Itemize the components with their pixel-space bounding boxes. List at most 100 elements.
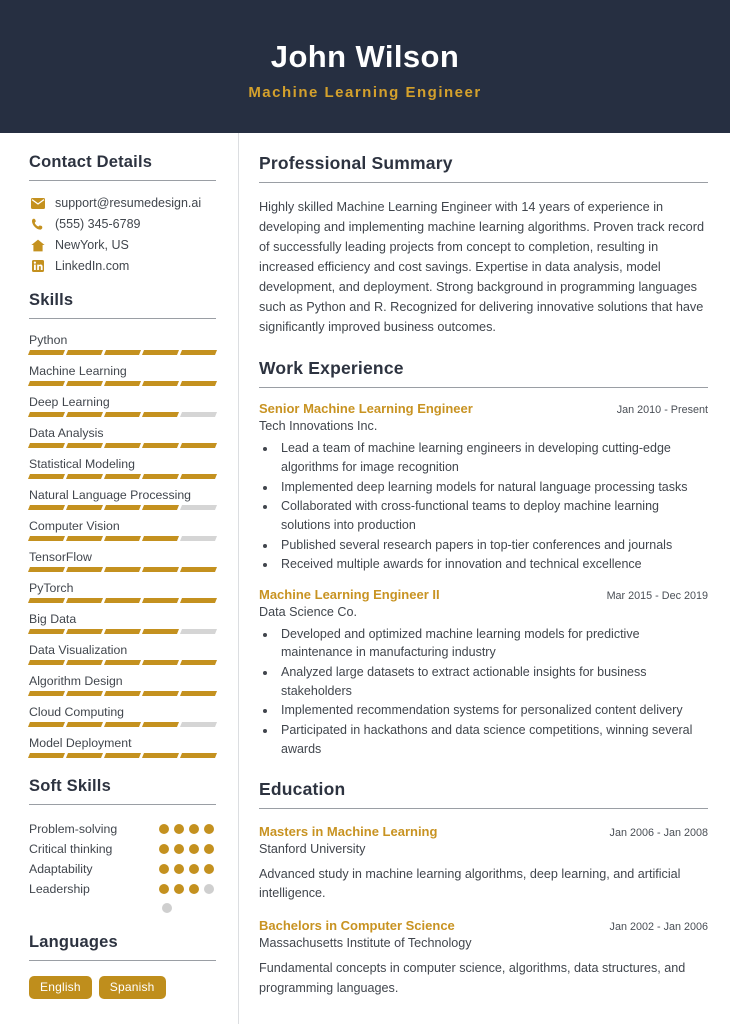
- bullet-item: Collaborated with cross-functional teams…: [277, 497, 708, 534]
- skill-level-bar: [27, 598, 218, 603]
- entry-bullets: Lead a team of machine learning engineer…: [277, 439, 708, 573]
- soft-skill-dots: [159, 864, 214, 874]
- soft-skill-label: Leadership: [29, 882, 90, 896]
- skill-bar-segment: [65, 412, 104, 417]
- skill-bar-segment: [141, 350, 180, 355]
- education-rule: [259, 808, 708, 810]
- skill-name: Algorithm Design: [29, 674, 123, 688]
- languages-heading: Languages: [29, 933, 118, 951]
- entry-organization: Data Science Co.: [259, 604, 358, 619]
- skill-bar-segment: [27, 412, 66, 417]
- skill-bar-segment: [103, 753, 142, 758]
- skill-bar-segment: [65, 474, 104, 479]
- education-entry: Bachelors in Computer Science Jan 2002 - …: [259, 918, 708, 997]
- rating-dot: [189, 864, 199, 874]
- skill-row: Cloud Computing: [27, 701, 218, 727]
- rating-dot: [174, 824, 184, 834]
- soft-skill-label: Adaptability: [29, 862, 93, 876]
- skill-bar-segment: [141, 629, 180, 634]
- contact-section: Contact Details support@resumedesign.ai (…: [29, 153, 216, 273]
- bullet-item: Implemented deep learning models for nat…: [277, 478, 708, 497]
- skill-bar-segment: [141, 660, 180, 665]
- skill-bar-segment: [27, 536, 66, 541]
- home-icon: [29, 239, 46, 252]
- entry-bullets: Developed and optimized machine learning…: [277, 625, 708, 758]
- skill-row: Data Analysis: [27, 422, 218, 448]
- rating-dot: [189, 884, 199, 894]
- resume-header: John Wilson Machine Learning Engineer: [0, 0, 730, 133]
- skill-row: TensorFlow: [27, 546, 218, 572]
- rating-dot: [174, 884, 184, 894]
- rating-dot: [189, 844, 199, 854]
- entry-date: Mar 2015 - Dec 2019: [606, 589, 708, 602]
- entry-header: Senior Machine Learning Engineer Jan 2010…: [259, 401, 708, 416]
- bullet-item: Analyzed large datasets to extract actio…: [277, 663, 708, 700]
- experience-entry: Senior Machine Learning Engineer Jan 2010…: [259, 401, 708, 573]
- bullet-item: Implemented recommendation systems for p…: [277, 701, 708, 720]
- skill-name: Deep Learning: [29, 395, 110, 409]
- contact-value: (555) 345-6789: [55, 217, 141, 231]
- skill-bar-segment: [103, 722, 142, 727]
- soft-skill-row: Leadership: [29, 879, 216, 899]
- skill-bar-segment: [179, 443, 218, 448]
- contact-heading: Contact Details: [29, 153, 153, 171]
- languages-section: Languages English Spanish: [29, 933, 216, 999]
- skill-bar-segment: [141, 474, 180, 479]
- skill-bar-segment: [103, 691, 142, 696]
- contact-row[interactable]: LinkedIn.com: [29, 259, 216, 273]
- soft-skill-label: Critical thinking: [29, 842, 113, 856]
- skill-name: Statistical Modeling: [29, 457, 135, 471]
- entry-title: Machine Learning Engineer II: [259, 586, 440, 602]
- skill-bar-segment: [103, 443, 142, 448]
- skill-bar-segment: [27, 660, 66, 665]
- soft-skill-dots: [159, 844, 214, 854]
- contact-row[interactable]: (555) 345-6789: [29, 217, 216, 231]
- skill-name: TensorFlow: [29, 550, 92, 564]
- skill-bar-segment: [27, 350, 66, 355]
- soft-skills-section: Soft Skills Problem-solving Critical thin…: [29, 777, 216, 913]
- skill-row: PyTorch: [27, 577, 218, 603]
- skill-bar-segment: [103, 350, 142, 355]
- skill-bar-segment: [27, 381, 66, 386]
- contact-value: LinkedIn.com: [55, 259, 130, 273]
- contact-row[interactable]: NewYork, US: [29, 238, 216, 252]
- entry-header: Machine Learning Engineer II Mar 2015 - D…: [259, 587, 708, 602]
- rating-dot: [162, 903, 172, 913]
- skill-level-bar: [27, 567, 218, 572]
- bullet-item: Lead a team of machine learning engineer…: [277, 439, 708, 476]
- skill-bar-segment: [65, 536, 104, 541]
- education-heading: Education: [259, 779, 346, 800]
- contact-row[interactable]: support@resumedesign.ai: [29, 196, 216, 210]
- skill-bar-segment: [179, 350, 218, 355]
- entry-organization: Massachusetts Institute of Technology: [259, 936, 472, 951]
- skill-level-bar: [27, 474, 218, 479]
- skill-bar-segment: [65, 381, 104, 386]
- skill-bar-segment: [103, 629, 142, 634]
- skill-bar-segment: [65, 567, 104, 572]
- summary-section: Professional Summary Highly skilled Mach…: [259, 153, 708, 337]
- skill-bar-segment: [103, 412, 142, 417]
- experience-section: Work Experience Senior Machine Learning …: [259, 358, 708, 758]
- bullet-item: Published several research papers in top…: [277, 536, 708, 555]
- language-tag[interactable]: English: [29, 976, 92, 999]
- skill-name: Data Analysis: [29, 426, 104, 440]
- skill-bar-segment: [27, 598, 66, 603]
- skill-bar-segment: [103, 536, 142, 541]
- skill-bar-segment: [103, 598, 142, 603]
- skill-name: Model Deployment: [29, 736, 132, 750]
- soft-skill-dots: [159, 824, 214, 834]
- education-section: Education Masters in Machine Learning Jan…: [259, 779, 708, 998]
- entry-date: Jan 2002 - Jan 2006: [609, 921, 708, 934]
- summary-text: Highly skilled Machine Learning Engineer…: [259, 200, 705, 335]
- skill-name: PyTorch: [29, 581, 74, 595]
- entry-date: Jan 2006 - Jan 2008: [609, 827, 708, 840]
- soft-skill-label: Problem-solving: [29, 822, 118, 836]
- skill-bar-segment: [103, 660, 142, 665]
- skill-row: Algorithm Design: [27, 670, 218, 696]
- skill-bar-segment: [179, 598, 218, 603]
- skill-bar-segment: [179, 753, 218, 758]
- language-tag[interactable]: Spanish: [98, 976, 166, 999]
- rating-dot: [204, 884, 214, 894]
- skill-level-bar: [27, 536, 218, 541]
- skill-level-bar: [27, 660, 218, 665]
